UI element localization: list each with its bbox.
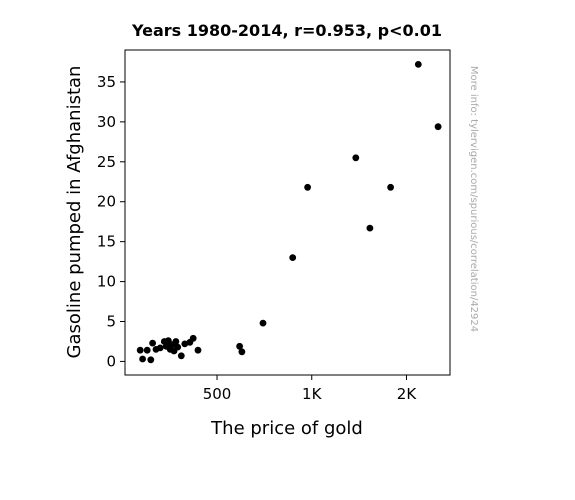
plot-area: [124, 49, 451, 376]
data-point: [304, 183, 311, 191]
data-point: [189, 334, 197, 342]
data-point: [139, 355, 147, 363]
data-point: [387, 183, 394, 191]
data-point: [149, 339, 157, 347]
data-point: [181, 340, 189, 348]
y-tick-label: 0: [106, 352, 116, 370]
y-tick-label: 5: [106, 312, 116, 330]
y-tick-label: 30: [97, 113, 116, 131]
data-point: [174, 343, 182, 351]
data-point: [259, 319, 267, 327]
y-tick-label: 20: [97, 193, 116, 211]
data-point: [366, 224, 374, 232]
data-point: [236, 342, 244, 350]
x-tick-label: 500: [203, 385, 232, 403]
data-point: [156, 344, 164, 352]
data-point: [177, 352, 185, 360]
watermark: More info: tylervigen.com/spurious/corre…: [468, 66, 479, 332]
x-axis: 500 1K 2K: [203, 375, 418, 403]
data-point: [194, 346, 202, 354]
x-axis-label: The price of gold: [210, 418, 363, 439]
points-layer: [136, 61, 442, 364]
y-axis-label: Gasoline pumped in Afghanistan: [64, 66, 85, 359]
data-point: [238, 348, 246, 356]
data-point: [136, 346, 144, 354]
y-tick-label: 35: [97, 73, 116, 91]
data-point: [414, 61, 422, 68]
data-point: [434, 123, 442, 131]
data-point: [143, 346, 151, 354]
chart-title: Years 1980-2014, r=0.953, p<0.01: [131, 21, 442, 40]
x-tick-label: 2K: [397, 385, 418, 403]
y-tick-label: 10: [97, 273, 116, 291]
data-point: [172, 338, 180, 345]
data-point: [147, 356, 155, 364]
y-tick-label: 15: [97, 233, 116, 251]
x-tick-label: 1K: [302, 385, 323, 403]
data-point: [352, 154, 360, 162]
y-tick-label: 25: [97, 153, 116, 171]
y-axis: 0 5 10 15 20 25 30 35: [97, 73, 125, 370]
data-point: [289, 254, 297, 261]
